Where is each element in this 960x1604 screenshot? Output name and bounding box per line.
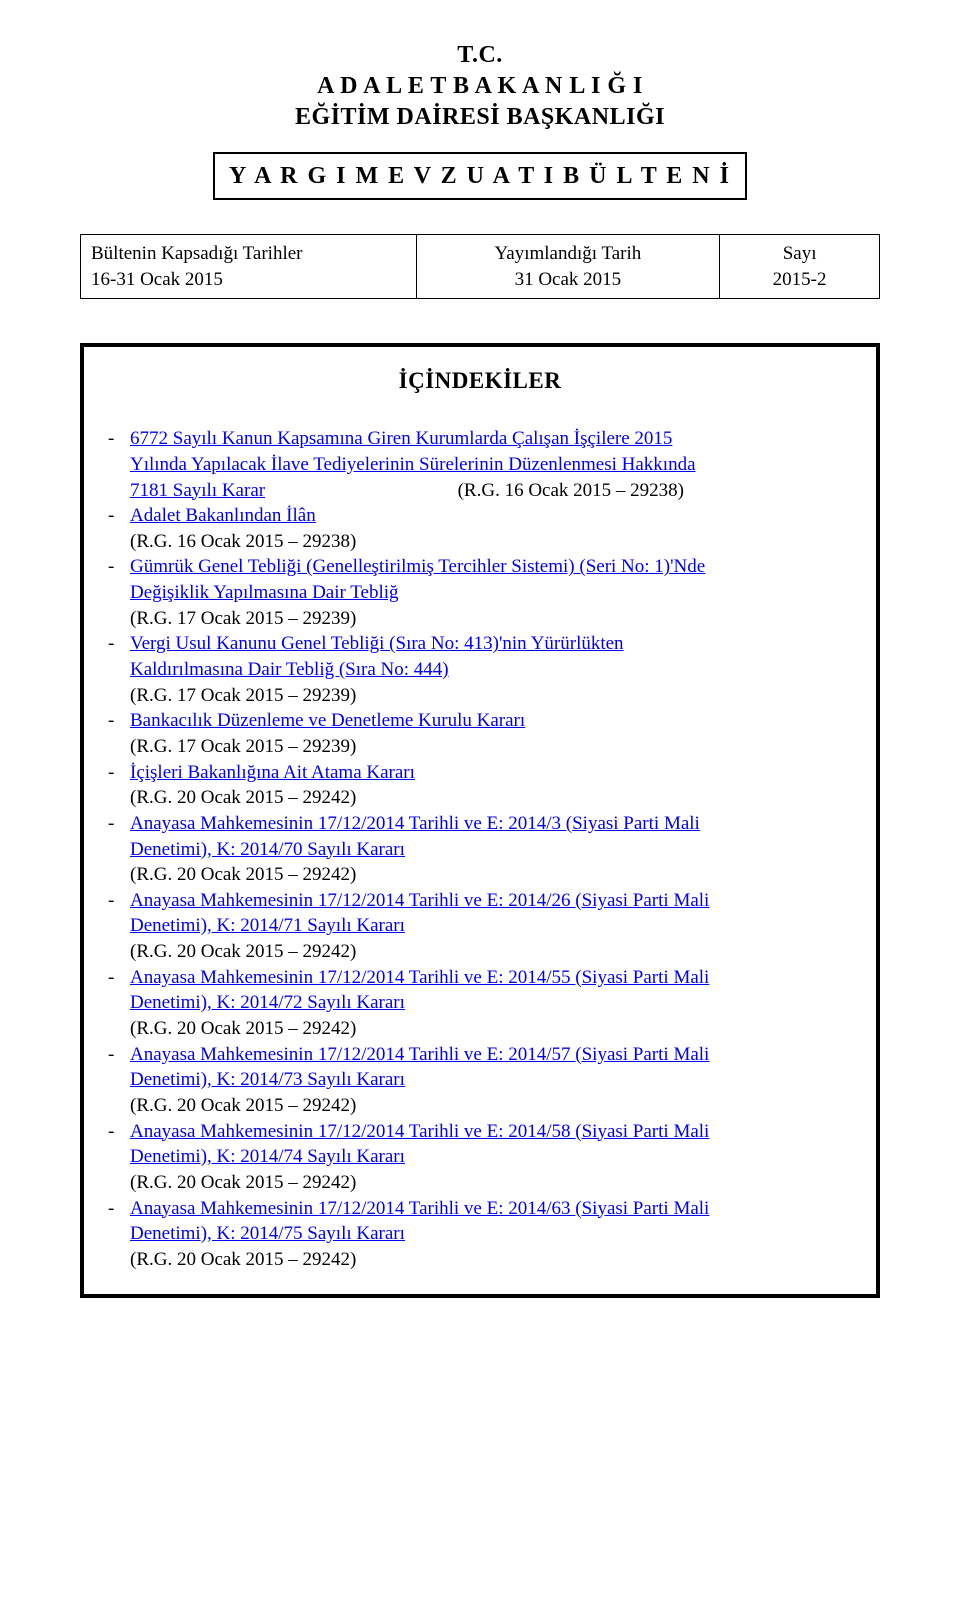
header-line-2: A D A L E T B A K A N L I Ğ I: [80, 71, 880, 102]
info-coverage-label: Bültenin Kapsadığı Tarihler: [91, 243, 303, 264]
toc-item: -6772 Sayılı Kanun Kapsamına Giren Kurum…: [106, 426, 854, 503]
toc-ref: (R.G. 16 Ocak 2015 – 29238): [265, 478, 854, 504]
toc-entry: İçişleri Bakanlığına Ait Atama Kararı(R.…: [130, 760, 854, 811]
toc-entry: Anayasa Mahkemesinin 17/12/2014 Tarihli …: [130, 1196, 854, 1273]
toc-link[interactable]: Denetimi), K: 2014/74 Sayılı Kararı: [130, 1144, 854, 1170]
toc-ref: (R.G. 20 Ocak 2015 – 29242): [130, 785, 854, 811]
toc-ref: (R.G. 20 Ocak 2015 – 29242): [130, 1093, 854, 1119]
toc-ref: (R.G. 20 Ocak 2015 – 29242): [130, 1016, 854, 1042]
toc-entry: Bankacılık Düzenleme ve Denetleme Kurulu…: [130, 708, 854, 759]
toc-entry: Vergi Usul Kanunu Genel Tebliği (Sıra No…: [130, 631, 854, 708]
toc-item: -Vergi Usul Kanunu Genel Tebliği (Sıra N…: [106, 631, 854, 708]
document-header: T.C. A D A L E T B A K A N L I Ğ I EĞİTİ…: [80, 40, 880, 200]
info-cell-coverage: Bültenin Kapsadığı Tarihler 16-31 Ocak 2…: [81, 234, 417, 298]
toc-link[interactable]: Değişiklik Yapılmasına Dair Tebliğ: [130, 580, 854, 606]
table-of-contents: -6772 Sayılı Kanun Kapsamına Giren Kurum…: [106, 426, 854, 1272]
header-line-3: EĞİTİM DAİRESİ BAŞKANLIĞI: [80, 102, 880, 133]
toc-ref: (R.G. 20 Ocak 2015 – 29242): [130, 862, 854, 888]
toc-entry: Anayasa Mahkemesinin 17/12/2014 Tarihli …: [130, 888, 854, 965]
bulletin-title: Y A R G I M E V Z U A T I B Ü L T E N İ: [229, 163, 731, 189]
toc-tail-row: 7181 Sayılı Karar(R.G. 16 Ocak 2015 – 29…: [130, 478, 854, 504]
toc-entry: Gümrük Genel Tebliği (Genelleştirilmiş T…: [130, 554, 854, 631]
toc-link[interactable]: Vergi Usul Kanunu Genel Tebliği (Sıra No…: [130, 631, 854, 657]
toc-dash: -: [106, 965, 130, 991]
toc-link[interactable]: Denetimi), K: 2014/70 Sayılı Kararı: [130, 837, 854, 863]
info-table: Bültenin Kapsadığı Tarihler 16-31 Ocak 2…: [80, 234, 880, 299]
toc-item: -Anayasa Mahkemesinin 17/12/2014 Tarihli…: [106, 811, 854, 888]
toc-ref: (R.G. 17 Ocak 2015 – 29239): [130, 683, 854, 709]
toc-ref: (R.G. 16 Ocak 2015 – 29238): [130, 529, 854, 555]
info-cell-issue: Sayı 2015-2: [720, 234, 880, 298]
toc-link[interactable]: Gümrük Genel Tebliği (Genelleştirilmiş T…: [130, 554, 854, 580]
toc-link[interactable]: 6772 Sayılı Kanun Kapsamına Giren Kuruml…: [130, 426, 854, 452]
toc-entry: Adalet Bakanlından İlân(R.G. 16 Ocak 201…: [130, 503, 854, 554]
page: T.C. A D A L E T B A K A N L I Ğ I EĞİTİ…: [0, 0, 960, 1338]
toc-link[interactable]: Yılında Yapılacak İlave Tediyelerinin Sü…: [130, 452, 854, 478]
toc-ref: (R.G. 20 Ocak 2015 – 29242): [130, 939, 854, 965]
toc-entry: Anayasa Mahkemesinin 17/12/2014 Tarihli …: [130, 965, 854, 1042]
info-pubdate-value: 31 Ocak 2015: [515, 269, 622, 290]
toc-ref: (R.G. 17 Ocak 2015 – 29239): [130, 734, 854, 760]
toc-item: -Anayasa Mahkemesinin 17/12/2014 Tarihli…: [106, 888, 854, 965]
toc-link[interactable]: Bankacılık Düzenleme ve Denetleme Kurulu…: [130, 708, 854, 734]
toc-link[interactable]: Anayasa Mahkemesinin 17/12/2014 Tarihli …: [130, 1042, 854, 1068]
info-issue-label: Sayı: [783, 243, 817, 264]
bulletin-title-box: Y A R G I M E V Z U A T I B Ü L T E N İ: [213, 152, 747, 200]
info-cell-pubdate: Yayımlandığı Tarih 31 Ocak 2015: [416, 234, 720, 298]
toc-dash: -: [106, 708, 130, 734]
toc-dash: -: [106, 1042, 130, 1068]
toc-item: -Bankacılık Düzenleme ve Denetleme Kurul…: [106, 708, 854, 759]
toc-entry: Anayasa Mahkemesinin 17/12/2014 Tarihli …: [130, 1119, 854, 1196]
toc-link[interactable]: Denetimi), K: 2014/75 Sayılı Kararı: [130, 1221, 854, 1247]
toc-link[interactable]: Anayasa Mahkemesinin 17/12/2014 Tarihli …: [130, 965, 854, 991]
toc-dash: -: [106, 631, 130, 657]
toc-ref: (R.G. 20 Ocak 2015 – 29242): [130, 1247, 854, 1273]
toc-link[interactable]: Denetimi), K: 2014/73 Sayılı Kararı: [130, 1067, 854, 1093]
toc-ref: (R.G. 20 Ocak 2015 – 29242): [130, 1170, 854, 1196]
toc-link[interactable]: Adalet Bakanlından İlân: [130, 503, 854, 529]
toc-link[interactable]: Anayasa Mahkemesinin 17/12/2014 Tarihli …: [130, 1119, 854, 1145]
toc-dash: -: [106, 1119, 130, 1145]
info-pubdate-label: Yayımlandığı Tarih: [494, 243, 641, 264]
header-line-1: T.C.: [80, 40, 880, 71]
toc-item: -Gümrük Genel Tebliği (Genelleştirilmiş …: [106, 554, 854, 631]
toc-dash: -: [106, 554, 130, 580]
toc-dash: -: [106, 426, 130, 452]
toc-item: -Anayasa Mahkemesinin 17/12/2014 Tarihli…: [106, 1042, 854, 1119]
toc-link[interactable]: Kaldırılmasına Dair Tebliğ (Sıra No: 444…: [130, 657, 854, 683]
toc-item: -Adalet Bakanlından İlân(R.G. 16 Ocak 20…: [106, 503, 854, 554]
toc-dash: -: [106, 888, 130, 914]
info-coverage-value: 16-31 Ocak 2015: [91, 269, 223, 290]
toc-link[interactable]: 7181 Sayılı Karar: [130, 478, 265, 504]
toc-link[interactable]: Anayasa Mahkemesinin 17/12/2014 Tarihli …: [130, 1196, 854, 1222]
contents-title: İÇİNDEKİLER: [106, 365, 854, 396]
toc-item: -Anayasa Mahkemesinin 17/12/2014 Tarihli…: [106, 1196, 854, 1273]
toc-entry: Anayasa Mahkemesinin 17/12/2014 Tarihli …: [130, 1042, 854, 1119]
toc-ref: (R.G. 17 Ocak 2015 – 29239): [130, 606, 854, 632]
toc-dash: -: [106, 503, 130, 529]
toc-item: -İçişleri Bakanlığına Ait Atama Kararı(R…: [106, 760, 854, 811]
toc-link[interactable]: Anayasa Mahkemesinin 17/12/2014 Tarihli …: [130, 888, 854, 914]
toc-entry: Anayasa Mahkemesinin 17/12/2014 Tarihli …: [130, 811, 854, 888]
toc-item: -Anayasa Mahkemesinin 17/12/2014 Tarihli…: [106, 965, 854, 1042]
toc-entry: 6772 Sayılı Kanun Kapsamına Giren Kuruml…: [130, 426, 854, 503]
toc-link[interactable]: Denetimi), K: 2014/71 Sayılı Kararı: [130, 913, 854, 939]
table-row: Bültenin Kapsadığı Tarihler 16-31 Ocak 2…: [81, 234, 880, 298]
info-issue-value: 2015-2: [773, 269, 827, 290]
toc-item: -Anayasa Mahkemesinin 17/12/2014 Tarihli…: [106, 1119, 854, 1196]
toc-link[interactable]: Anayasa Mahkemesinin 17/12/2014 Tarihli …: [130, 811, 854, 837]
toc-dash: -: [106, 760, 130, 786]
toc-link[interactable]: İçişleri Bakanlığına Ait Atama Kararı: [130, 760, 854, 786]
contents-box: İÇİNDEKİLER -6772 Sayılı Kanun Kapsamına…: [80, 343, 880, 1298]
toc-dash: -: [106, 1196, 130, 1222]
toc-link[interactable]: Denetimi), K: 2014/72 Sayılı Kararı: [130, 990, 854, 1016]
toc-dash: -: [106, 811, 130, 837]
